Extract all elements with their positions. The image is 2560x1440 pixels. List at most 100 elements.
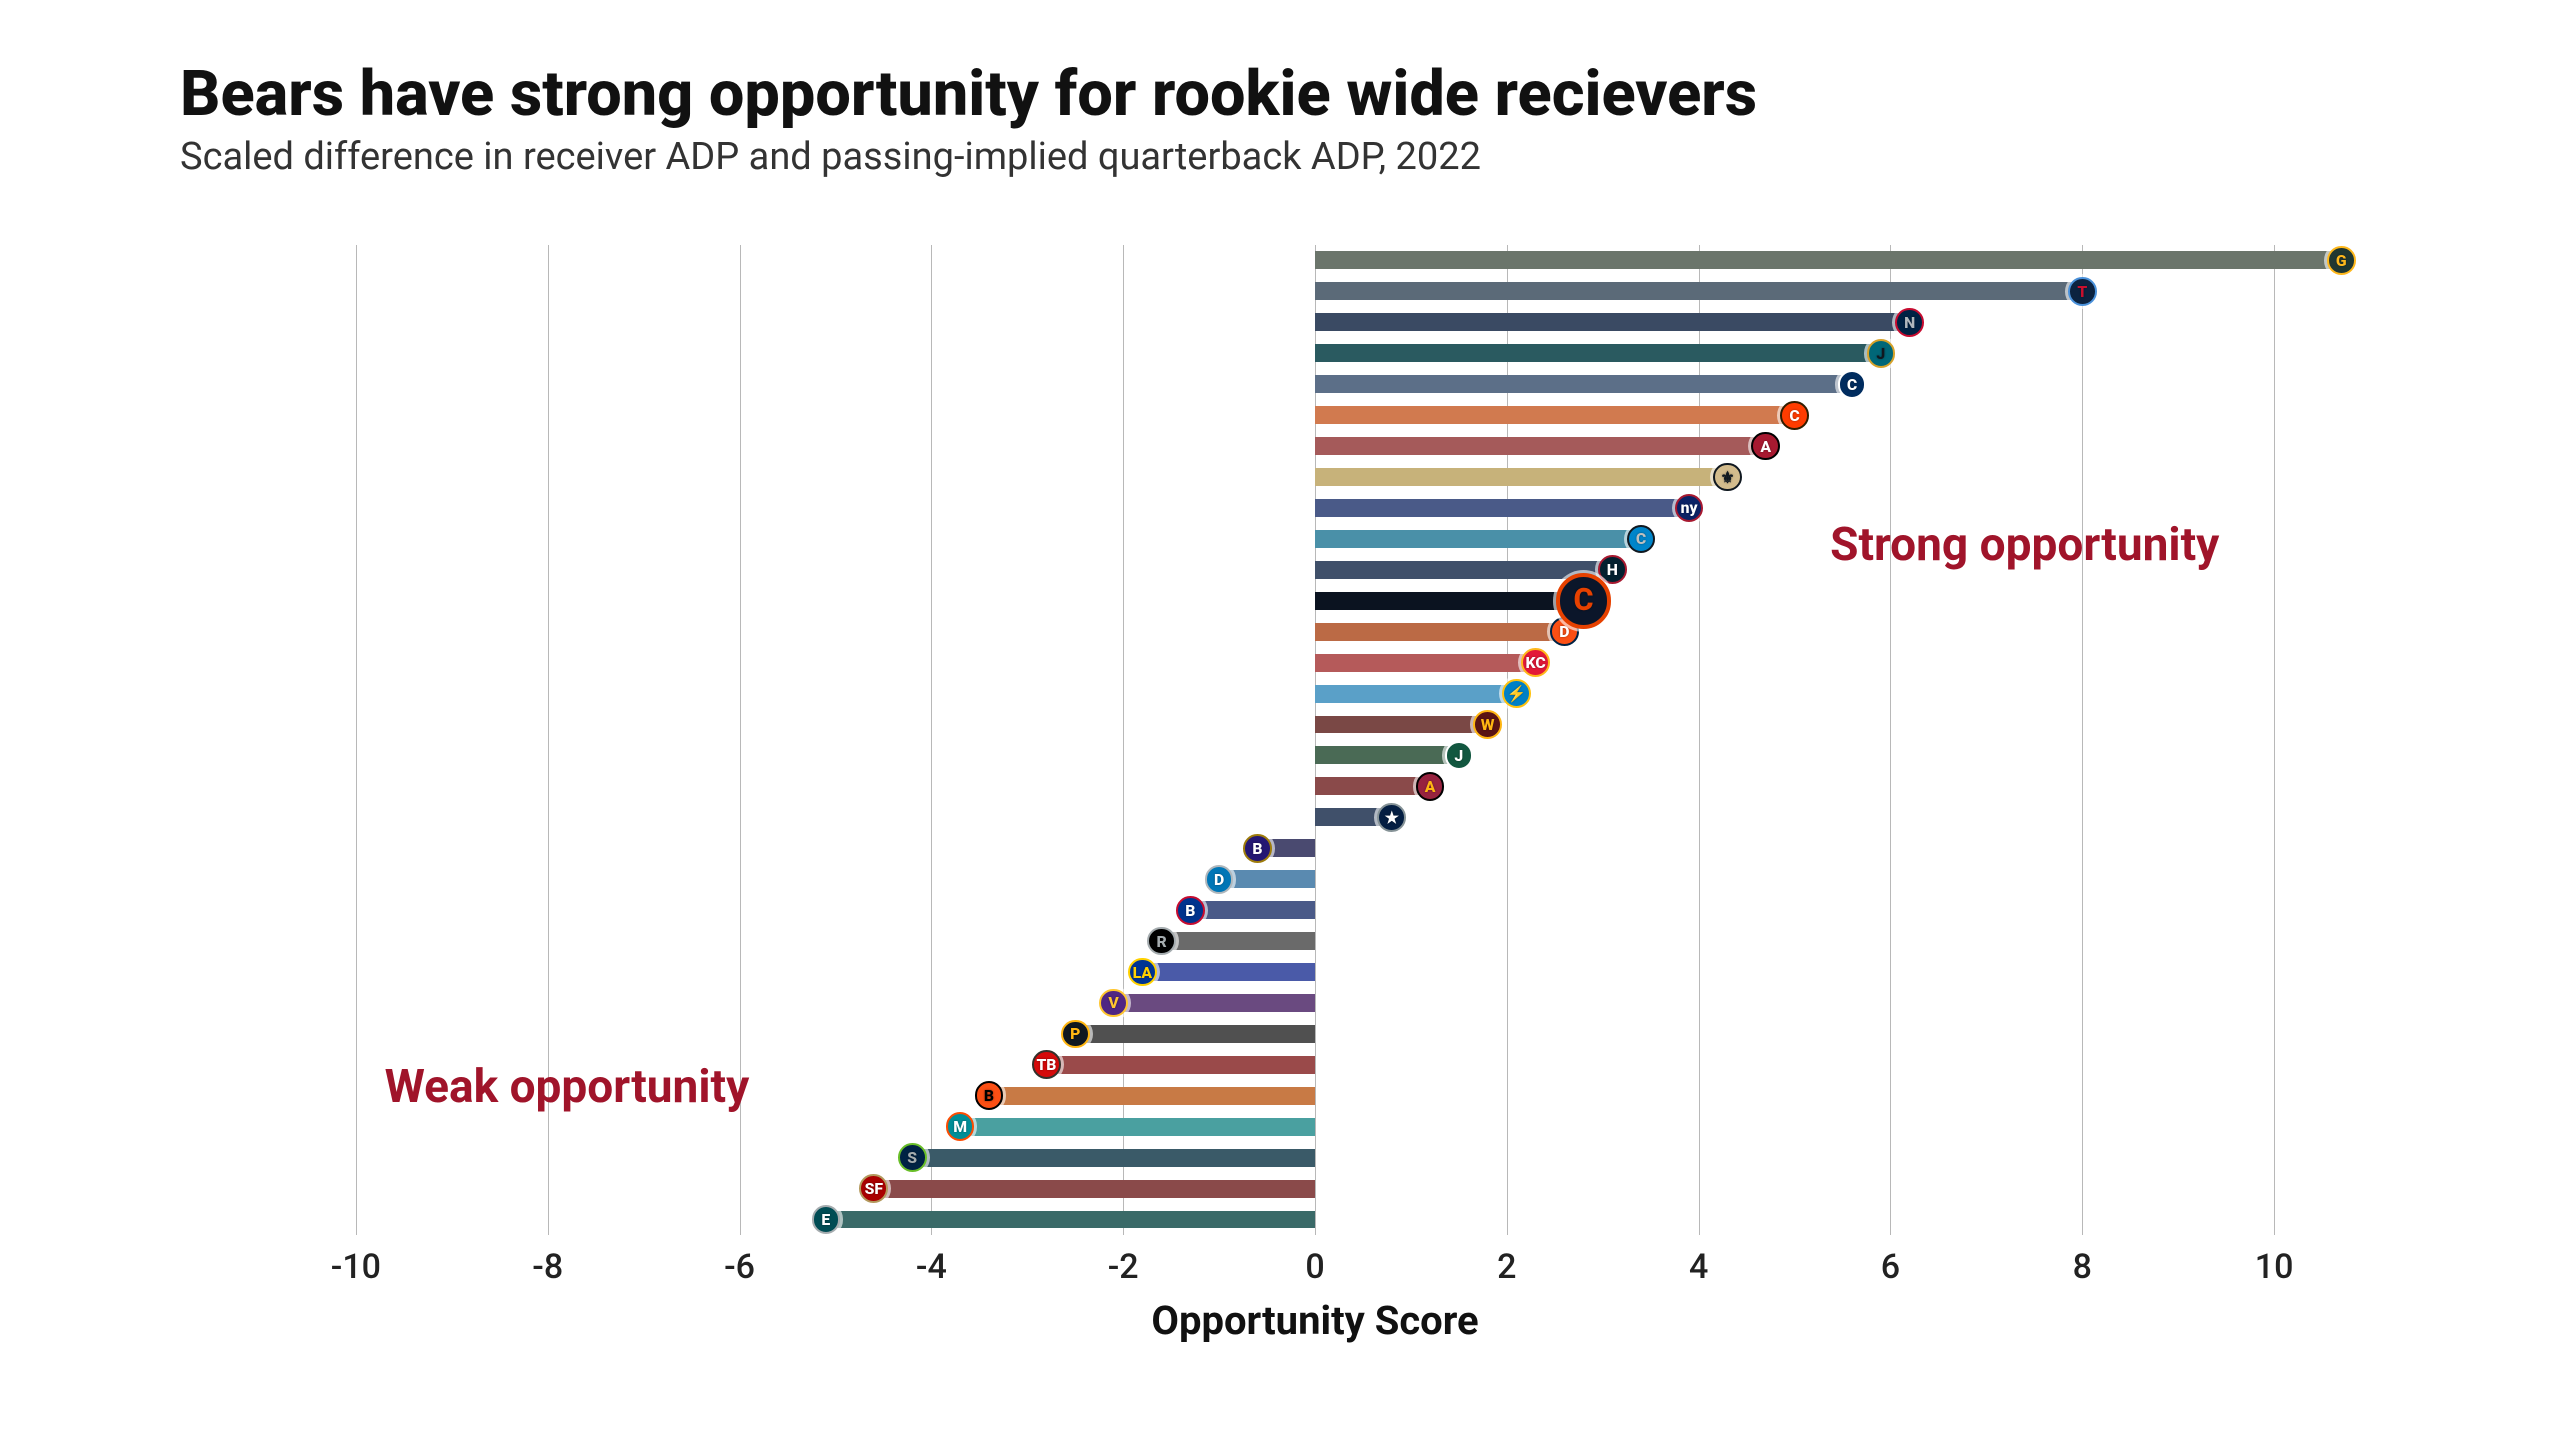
bar-row: [260, 1211, 2370, 1229]
bar: [912, 1149, 1315, 1167]
team-logo-icon: E: [812, 1205, 841, 1234]
bar: [1219, 870, 1315, 888]
bar-row: [260, 623, 2370, 641]
team-logo-icon: B: [975, 1081, 1004, 1110]
bar-row: [260, 344, 2370, 362]
team-logo-icon: S: [898, 1143, 927, 1172]
bar-row: [260, 313, 2370, 331]
bar-row: [260, 1149, 2370, 1167]
bar: [1190, 901, 1315, 919]
bar-row: [260, 839, 2370, 857]
x-tick-label: 10: [2255, 1247, 2294, 1287]
bar: [1315, 375, 1852, 393]
team-logo-icon: LA: [1128, 958, 1157, 987]
bar-row: [260, 251, 2370, 269]
bar-row: [260, 282, 2370, 300]
team-logo-icon: N: [1895, 308, 1924, 337]
x-tick-label: -6: [724, 1247, 755, 1287]
x-tick-label: 0: [1305, 1247, 1324, 1287]
team-logo-icon: C: [1627, 525, 1656, 554]
team-logo-icon: C: [1780, 401, 1809, 430]
bar: [1315, 251, 2341, 269]
bar: [1315, 530, 1641, 548]
plot-area: GTNJCCA⚜nyCHCDKC⚡WJA★BDBRLAVPTBBMSSFEStr…: [260, 245, 2370, 1235]
team-logo-icon: ★: [1377, 803, 1406, 832]
chart-title: Bears have strong opportunity for rookie…: [180, 60, 2440, 129]
team-logo-icon: C: [1838, 370, 1867, 399]
annotation-label: Strong opportunity: [1830, 518, 2219, 572]
team-logo-icon: R: [1147, 927, 1176, 956]
bar-row: [260, 716, 2370, 734]
plot-inner: GTNJCCA⚜nyCHCDKC⚡WJA★BDBRLAVPTBBMSSFEStr…: [260, 245, 2370, 1235]
bar-row: [260, 963, 2370, 981]
bar-row: [260, 994, 2370, 1012]
bar-row: [260, 746, 2370, 764]
bar-row: [260, 592, 2370, 610]
bar-row: [260, 468, 2370, 486]
bar-row: [260, 901, 2370, 919]
bar: [1315, 282, 2082, 300]
bar-row: [260, 932, 2370, 950]
team-logo-icon: G: [2327, 246, 2356, 275]
bar: [1315, 623, 1564, 641]
bar: [874, 1180, 1315, 1198]
bar: [1315, 716, 1488, 734]
chart-page: Bears have strong opportunity for rookie…: [0, 0, 2560, 1440]
x-tick-label: 8: [2073, 1247, 2092, 1287]
x-axis-label: Opportunity Score: [1151, 1297, 1478, 1344]
team-logo-icon: C: [1556, 573, 1612, 629]
team-logo-icon: D: [1205, 865, 1234, 894]
team-logo-icon: M: [946, 1112, 975, 1141]
bar-row: [260, 375, 2370, 393]
bar-row: [260, 870, 2370, 888]
team-logo-icon: P: [1061, 1020, 1090, 1049]
team-logo-icon: B: [1176, 896, 1205, 925]
bar-row: [260, 406, 2370, 424]
team-logo-icon: J: [1867, 339, 1896, 368]
bar-row: [260, 437, 2370, 455]
bar-row: [260, 1118, 2370, 1136]
x-tick-label: 6: [1881, 1247, 1900, 1287]
bar: [1315, 685, 1516, 703]
x-tick-label: -2: [1108, 1247, 1139, 1287]
team-logo-icon: TB: [1032, 1050, 1061, 1079]
bar: [960, 1118, 1315, 1136]
bar: [1315, 561, 1612, 579]
team-logo-icon: B: [1243, 834, 1272, 863]
team-logo-icon: T: [2068, 277, 2097, 306]
bar: [1315, 499, 1689, 517]
bar: [1315, 344, 1881, 362]
team-logo-icon: A: [1416, 772, 1445, 801]
x-tick-label: -4: [916, 1247, 947, 1287]
team-logo-icon: ⚜: [1713, 463, 1742, 492]
bar: [1114, 994, 1315, 1012]
x-tick-label: -8: [532, 1247, 563, 1287]
bar: [1046, 1056, 1315, 1074]
team-logo-icon: V: [1099, 989, 1128, 1018]
bar: [1315, 437, 1766, 455]
team-logo-icon: J: [1445, 741, 1474, 770]
bar: [1142, 963, 1315, 981]
bar: [989, 1087, 1315, 1105]
x-tick-label: 4: [1689, 1247, 1708, 1287]
chart-subtitle: Scaled difference in receiver ADP and pa…: [180, 135, 2440, 179]
team-logo-icon: W: [1473, 710, 1502, 739]
team-logo-icon: KC: [1521, 648, 1550, 677]
bar-row: [260, 654, 2370, 672]
x-tick-label: 2: [1497, 1247, 1516, 1287]
team-logo-icon: A: [1751, 432, 1780, 461]
annotation-label: Weak opportunity: [385, 1060, 750, 1114]
team-logo-icon: ⚡: [1502, 679, 1531, 708]
bar-row: [260, 1180, 2370, 1198]
bar: [1315, 654, 1536, 672]
x-tick-label: -10: [331, 1247, 381, 1287]
bar-row: [260, 499, 2370, 517]
bar: [1075, 1025, 1315, 1043]
bar-row: [260, 1025, 2370, 1043]
bar-row: [260, 777, 2370, 795]
bar: [1162, 932, 1315, 950]
bar: [1315, 746, 1459, 764]
bar: [1315, 777, 1430, 795]
bar: [1315, 592, 1584, 610]
bar: [1315, 468, 1727, 486]
